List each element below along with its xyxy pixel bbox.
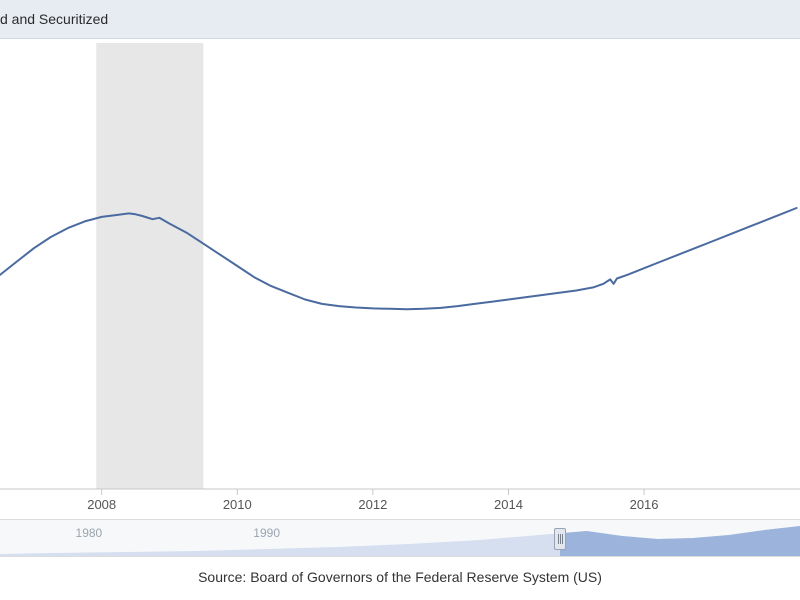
time-navigator[interactable]: 1980 1990 [0,519,800,557]
x-tick-label: 2016 [630,497,659,512]
x-tick-label: 2012 [358,497,387,512]
chart-title-bar: d and Securitized [0,0,800,39]
navigator-handle[interactable] [554,528,566,550]
main-chart: 2008 2010 2012 2014 2016 [0,39,800,519]
navigator-year-label: 1990 [253,526,280,540]
x-tick-label: 2008 [87,497,116,512]
x-tick-label: 2014 [494,497,523,512]
navigator-year-label: 1980 [76,526,103,540]
x-tick-label: 2010 [223,497,252,512]
chart-title-fragment: d and Securitized [0,11,108,27]
navigator-svg [0,520,800,556]
main-chart-svg [0,39,800,519]
source-attribution: Source: Board of Governors of the Federa… [0,557,800,597]
